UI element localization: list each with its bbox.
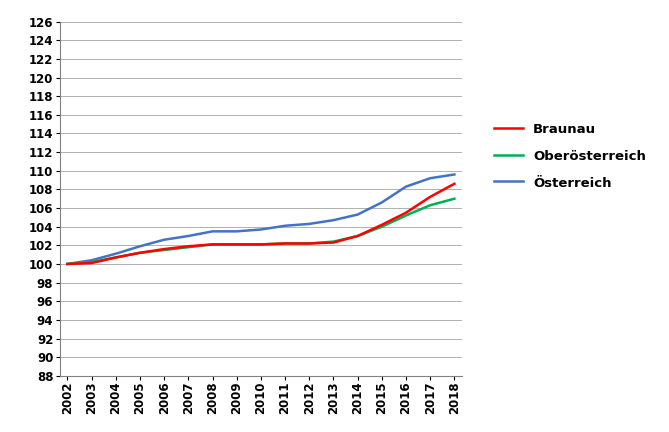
Legend: Braunau, Oberösterreich, Österreich: Braunau, Oberösterreich, Österreich	[488, 118, 652, 195]
